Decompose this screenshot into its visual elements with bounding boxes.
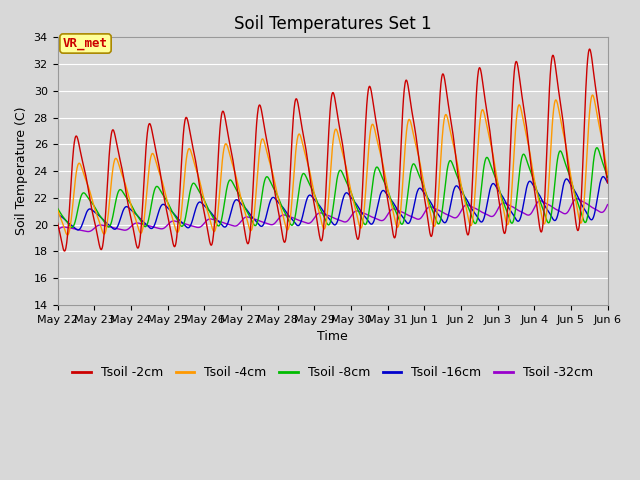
Y-axis label: Soil Temperature (C): Soil Temperature (C) — [15, 107, 28, 235]
Title: Soil Temperatures Set 1: Soil Temperatures Set 1 — [234, 15, 431, 33]
Text: VR_met: VR_met — [63, 37, 108, 50]
Legend: Tsoil -2cm, Tsoil -4cm, Tsoil -8cm, Tsoil -16cm, Tsoil -32cm: Tsoil -2cm, Tsoil -4cm, Tsoil -8cm, Tsoi… — [67, 361, 598, 384]
X-axis label: Time: Time — [317, 330, 348, 343]
